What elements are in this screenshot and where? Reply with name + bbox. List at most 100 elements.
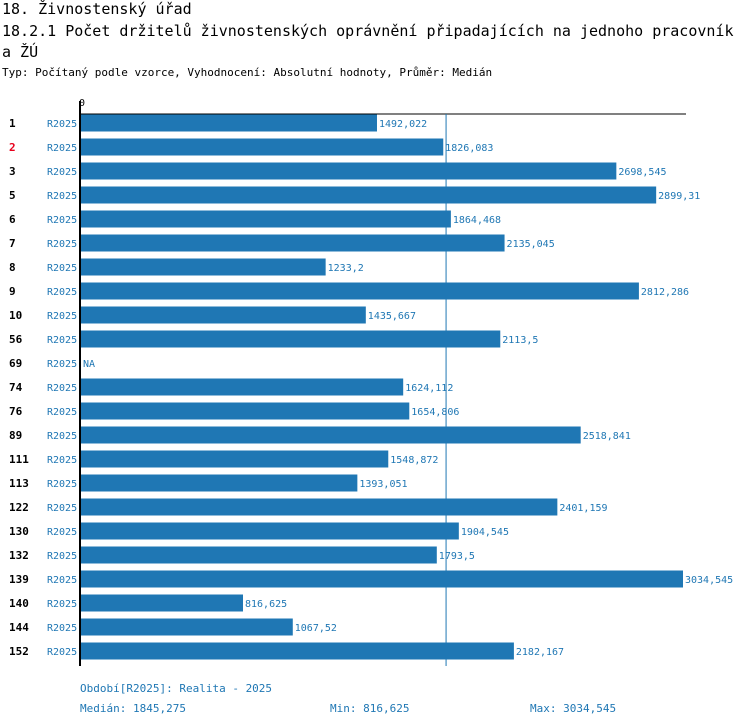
- data-label: 1233,2: [328, 263, 364, 274]
- bar: [81, 210, 451, 228]
- data-label: 1624,112: [405, 383, 453, 394]
- series-label: R2025: [47, 527, 77, 538]
- category-label: 111: [9, 453, 29, 466]
- bar: [81, 570, 683, 588]
- category-label: 1: [9, 117, 16, 130]
- bar: [81, 330, 501, 348]
- data-label: 2698,545: [618, 167, 666, 178]
- category-label: 130: [9, 525, 29, 538]
- series-label: R2025: [47, 383, 77, 394]
- chart-subtitle: Typ: Počítaný podle vzorce, Vyhodnocení:…: [2, 66, 493, 79]
- category-label: 56: [9, 333, 23, 346]
- series-label: R2025: [47, 167, 77, 178]
- category-label: 3: [9, 165, 16, 178]
- category-label: 140: [9, 597, 29, 610]
- series-label: R2025: [47, 599, 77, 610]
- bar: [81, 474, 358, 492]
- bar: [81, 378, 404, 396]
- data-label: NA: [83, 359, 95, 370]
- series-label: R2025: [47, 575, 77, 586]
- series-label: R2025: [47, 455, 77, 466]
- bar: [81, 594, 244, 612]
- data-label: 1393,051: [359, 479, 407, 490]
- category-label: 10: [9, 309, 22, 322]
- bar: [81, 138, 444, 156]
- bar: [81, 450, 389, 468]
- footer-period: Období[R2025]: Realita - 2025: [80, 682, 273, 695]
- data-label: 2518,841: [583, 431, 631, 442]
- bar: [81, 498, 558, 516]
- bar: [81, 642, 514, 660]
- bar: [81, 426, 581, 444]
- category-label: 113: [9, 477, 29, 490]
- bar: [81, 114, 377, 132]
- footer-median: Medián: 1845,275: [80, 702, 186, 715]
- data-label: 2113,5: [502, 335, 538, 346]
- series-label: R2025: [47, 431, 77, 442]
- category-label: 132: [9, 549, 29, 562]
- data-label: 1067,52: [295, 623, 337, 634]
- series-label: R2025: [47, 119, 77, 130]
- category-label: 139: [9, 573, 29, 586]
- data-label: 1904,545: [461, 527, 509, 538]
- series-label: R2025: [47, 239, 77, 250]
- category-label: 122: [9, 501, 29, 514]
- category-label: 76: [9, 405, 23, 418]
- category-label: 152: [9, 645, 29, 658]
- data-label: 2401,159: [559, 503, 607, 514]
- footer-min: Min: 816,625: [330, 702, 410, 715]
- bar: [81, 402, 410, 420]
- category-label: 8: [9, 261, 16, 274]
- category-label: 144: [9, 621, 29, 634]
- data-label: 3034,545: [685, 575, 733, 586]
- bar: [81, 306, 366, 324]
- series-label: R2025: [47, 407, 77, 418]
- data-label: 1435,667: [368, 311, 416, 322]
- series-label: R2025: [47, 287, 77, 298]
- category-label: 89: [9, 429, 22, 442]
- bar: [81, 234, 505, 252]
- bar: [81, 282, 639, 300]
- data-label: 1864,468: [453, 215, 501, 226]
- series-label: R2025: [47, 503, 77, 514]
- data-label: 2812,286: [641, 287, 689, 298]
- bar: [81, 162, 617, 180]
- bar: [81, 186, 657, 204]
- data-label: 1548,872: [390, 455, 438, 466]
- section-title: 18. Živnostenský úřad: [2, 0, 192, 18]
- data-label: 1826,083: [445, 143, 493, 154]
- series-label: R2025: [47, 143, 77, 154]
- bar: [81, 618, 293, 636]
- data-label: 2182,167: [516, 647, 564, 658]
- data-label: 1654,806: [411, 407, 459, 418]
- bar-chart: 0 1 R2025 1492,022 2 R2025 1826,083 3 R2025 2698,…: [9, 98, 733, 666]
- series-label: R2025: [47, 311, 77, 322]
- series-label: R2025: [47, 191, 77, 202]
- bar: [81, 258, 326, 276]
- category-label: 9: [9, 285, 16, 298]
- data-label: 816,625: [245, 599, 287, 610]
- data-label: 2899,31: [658, 191, 700, 202]
- category-label: 69: [9, 357, 22, 370]
- category-label: 5: [9, 189, 16, 202]
- series-label: R2025: [47, 215, 77, 226]
- category-label: 2: [9, 141, 16, 154]
- data-label: 2135,045: [507, 239, 555, 250]
- series-label: R2025: [47, 263, 77, 274]
- series-label: R2025: [47, 647, 77, 658]
- chart-title: 18.2.1 Počet držitelů živnostenských opr…: [2, 22, 734, 61]
- category-label: 74: [9, 381, 23, 394]
- x-axis-zero-label: 0: [79, 98, 85, 109]
- data-label: 1793,5: [439, 551, 475, 562]
- category-label: 7: [9, 237, 16, 250]
- series-label: R2025: [47, 335, 77, 346]
- series-label: R2025: [47, 623, 77, 634]
- bar: [81, 522, 459, 540]
- series-label: R2025: [47, 551, 77, 562]
- bar: [81, 546, 437, 564]
- category-label: 6: [9, 213, 16, 226]
- series-label: R2025: [47, 479, 77, 490]
- series-label: R2025: [47, 359, 77, 370]
- footer-max: Max: 3034,545: [530, 702, 617, 715]
- data-label: 1492,022: [379, 119, 427, 130]
